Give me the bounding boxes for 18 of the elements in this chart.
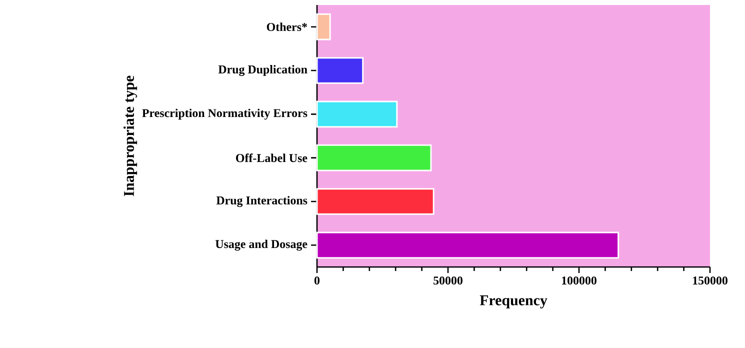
y-tick-label: Others*	[266, 22, 308, 32]
bar	[316, 57, 364, 84]
bar	[316, 100, 398, 128]
x-axis-title: Frequency	[480, 295, 548, 308]
bar	[316, 232, 620, 259]
y-tick-label: Drug Duplication	[218, 65, 308, 76]
x-tick-label: 50000	[434, 276, 462, 285]
y-tick-label: Prescription Normativity Errors	[142, 108, 308, 120]
y-tick-label: Usage and Dosage	[215, 240, 308, 251]
x-tick-label: 100000	[562, 276, 596, 285]
bar	[316, 144, 432, 172]
x-tick-label: 0	[314, 276, 320, 285]
x-tick-label: 150000	[693, 276, 728, 285]
bar	[316, 188, 434, 215]
y-axis-title: Inappropriate type	[124, 76, 138, 196]
bar	[316, 13, 331, 40]
y-tick-label: Drug Interactions	[216, 196, 308, 207]
y-tick-label: Off-Label Use	[236, 154, 308, 162]
